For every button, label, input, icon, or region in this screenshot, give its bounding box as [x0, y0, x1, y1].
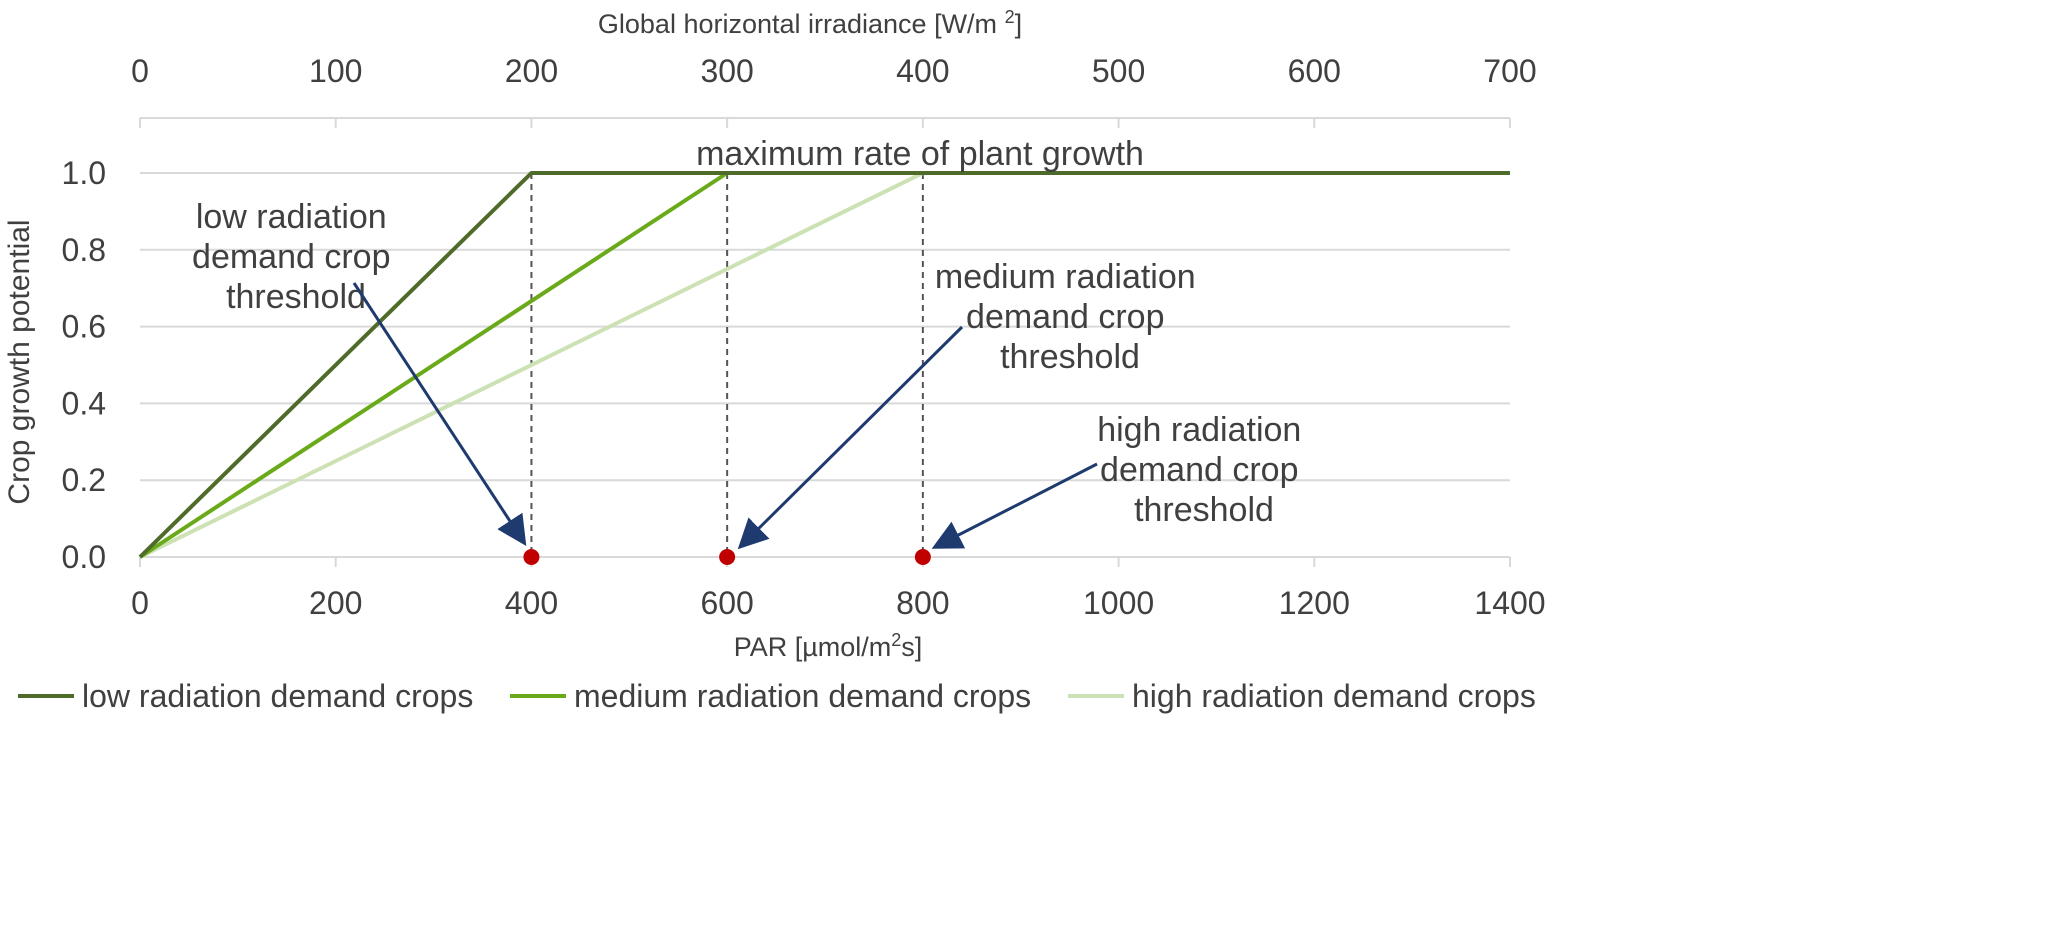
arrow-low-threshold — [352, 282, 527, 547]
annotation-low-line-2: demand crop — [192, 238, 390, 276]
x-tick-label: 1200 — [1279, 585, 1350, 621]
x-tick-label: 400 — [505, 585, 558, 621]
x-axis-title: PAR [µmol/m2s] — [734, 630, 923, 662]
x2-tick-label: 200 — [505, 53, 558, 89]
legend: low radiation demand crops medium radiat… — [18, 678, 1536, 714]
annotation-medium-line-1: medium radiation — [935, 258, 1196, 296]
y-tick-label: 0.8 — [62, 232, 106, 268]
annotation-low-line-1: low radiation — [196, 198, 387, 236]
y-tick-label: 1.0 — [62, 155, 106, 191]
x2-axis-title-text: Global horizontal irradiance [W/m — [598, 9, 997, 39]
annotation-medium-threshold: medium radiation demand crop threshold — [935, 258, 1205, 376]
x2-axis-title-sup: 2 — [1005, 7, 1015, 27]
annotation-high-line-2: demand crop — [1100, 451, 1298, 489]
arrow-medium-threshold — [737, 325, 964, 550]
annotation-medium-line-2: demand crop — [966, 298, 1164, 336]
legend-label-low: low radiation demand crops — [82, 678, 473, 714]
legend-label-high: high radiation demand crops — [1132, 678, 1536, 714]
annotation-high-line-3: threshold — [1134, 491, 1274, 529]
annotation-medium-line-3: threshold — [1000, 338, 1140, 376]
threshold-point — [719, 549, 736, 565]
annotation-high-threshold: high radiation demand crop threshold — [1097, 411, 1311, 529]
axes: 0.00.20.40.60.81.00 200 400 600 800 1000 1200 1… — [62, 53, 1546, 621]
x-tick-label: 200 — [309, 585, 362, 621]
x2-axis-title: Global horizontal irradiance [W/m 2] — [598, 7, 1022, 39]
series-lines — [138, 171, 1510, 559]
x-axis-title-sup: 2 — [891, 630, 901, 650]
arrow-high-threshold — [931, 462, 1098, 549]
threshold-point — [914, 549, 931, 565]
x-axis-title-part: PAR [µmol/m — [734, 632, 892, 662]
y-tick-label: 0.0 — [62, 539, 106, 575]
x2-tick-label: 700 — [1483, 53, 1536, 89]
series-line — [138, 171, 1510, 559]
x2-tick-label: 0 — [131, 53, 149, 89]
annotation-low-threshold: low radiation demand crop threshold — [192, 198, 400, 316]
x2-axis-title-rest: ] — [1015, 9, 1023, 39]
annotation-high-line-1: high radiation — [1097, 411, 1301, 449]
annotation-maximum-growth: maximum rate of plant growth — [696, 135, 1144, 173]
annotation-low-line-3: threshold — [226, 278, 366, 316]
x2-tick-label: 500 — [1092, 53, 1145, 89]
x-tick-label: 0 — [131, 585, 149, 621]
x-axis-title-rest: s] — [901, 632, 922, 662]
x-tick-label: 600 — [700, 585, 753, 621]
y-axis-title: Crop growth potential — [3, 219, 36, 504]
x-tick-label: 1400 — [1474, 585, 1545, 621]
x2-tick-label: 100 — [309, 53, 362, 89]
x-tick-label: 1000 — [1083, 585, 1154, 621]
x2-tick-label: 400 — [896, 53, 949, 89]
x2-tick-label: 300 — [700, 53, 753, 89]
threshold-markers — [523, 549, 931, 565]
x2-tick-label: 600 — [1288, 53, 1341, 89]
y-tick-label: 0.4 — [62, 385, 106, 421]
threshold-lines — [530, 173, 924, 557]
y-tick-label: 0.6 — [62, 309, 106, 345]
threshold-point — [523, 549, 540, 565]
x-tick-label: 800 — [896, 585, 949, 621]
y-tick-label: 0.2 — [62, 462, 106, 498]
legend-label-medium: medium radiation demand crops — [574, 678, 1031, 714]
